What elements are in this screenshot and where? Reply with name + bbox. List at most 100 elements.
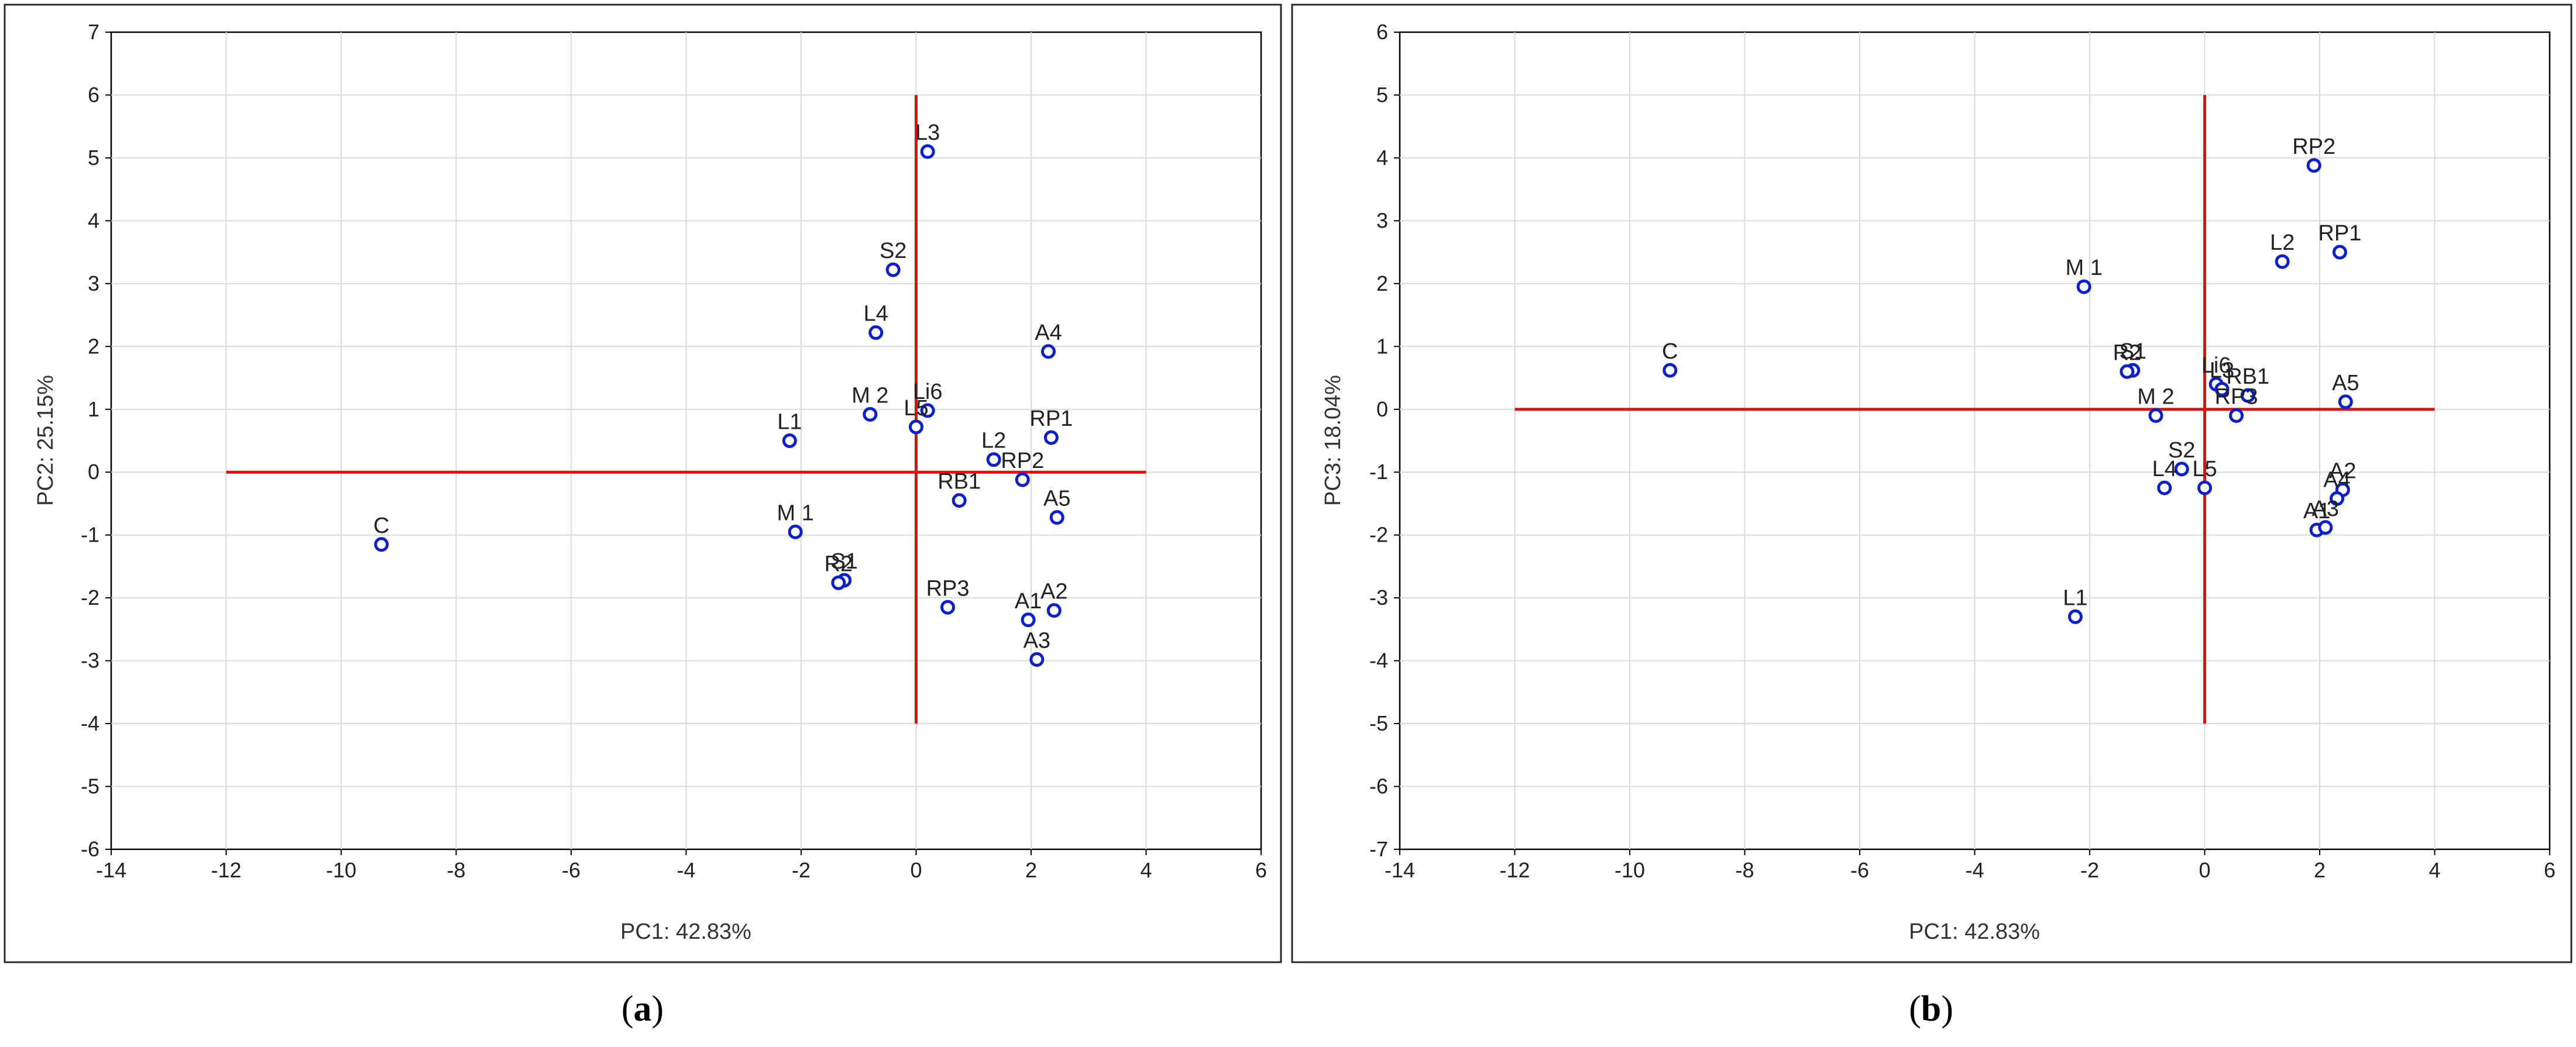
point-label-r2: R2 — [825, 552, 853, 576]
point-label-m2: M 2 — [2137, 385, 2174, 409]
panel-b-caption: (b) — [1909, 989, 1953, 1029]
panel-b-axis-ticks: -14 -12 -10 -8 -6 -4 -2 0 2 4 6-7-6-5-4-3-2-101234… — [1369, 20, 2556, 882]
panel-a-reference-lines — [226, 95, 1146, 724]
panel-a-x-axis-label: PC1: 42.83% — [620, 919, 751, 944]
y-tick-label: -3 — [1369, 586, 1388, 609]
panel-b-y-axis-label: PC3: 18.04% — [1321, 375, 1345, 506]
data-point-a5 — [1049, 510, 1064, 525]
data-point-l3 — [2214, 381, 2230, 397]
x-tick-label: -10 — [326, 858, 356, 882]
x-tick-label: -14 — [96, 858, 126, 882]
data-point-l1 — [782, 433, 797, 448]
y-tick-label: 4 — [88, 208, 99, 232]
data-point-rp3 — [940, 600, 956, 615]
data-point-rp1 — [2332, 244, 2347, 260]
y-tick-label: -2 — [81, 586, 99, 609]
y-tick-label: 6 — [1376, 20, 1388, 44]
panel-b-score-plot: -14 -12 -10 -8 -6 -4 -2 0 2 4 6-7-6-5-4-3-2-101234… — [1291, 4, 2572, 963]
point-label-rp3: RP3 — [926, 576, 970, 601]
point-label-r2: R2 — [2113, 340, 2142, 365]
point-label-a3: A3 — [2312, 497, 2339, 521]
x-tick-label: 4 — [1140, 858, 1152, 882]
y-tick-label: 1 — [1376, 334, 1388, 358]
y-tick-label: -4 — [81, 711, 99, 735]
data-point-l4 — [868, 325, 884, 340]
point-label-l1: L1 — [2063, 586, 2087, 610]
point-label-l3: L3 — [915, 120, 940, 145]
point-label-l5: L5 — [904, 396, 928, 421]
data-point-rb1 — [2240, 388, 2255, 403]
x-tick-label: -4 — [676, 858, 695, 882]
y-tick-label: 3 — [88, 271, 99, 295]
data-point-l3 — [920, 144, 935, 159]
y-tick-label: -7 — [1369, 837, 1388, 861]
point-label-l5: L5 — [2192, 457, 2217, 481]
data-point-r2 — [831, 575, 846, 590]
y-tick-label: -5 — [1369, 711, 1388, 735]
point-label-a4: A4 — [1035, 321, 1062, 345]
panel-a-caption-letter: a — [634, 989, 652, 1029]
y-tick-label: 0 — [88, 460, 99, 484]
data-point-l1 — [2067, 609, 2083, 624]
panel-a-axis-ticks: -14 -12 -10 -8 -6 -4 -2 0 2 4 6-6-5-4-3-2-10123456… — [81, 20, 1267, 882]
x-tick-label: -8 — [1735, 858, 1754, 882]
point-label-l4: L4 — [864, 302, 888, 326]
point-label-li6: Li6 — [913, 380, 943, 404]
panel-a-score-plot: -14 -12 -10 -8 -6 -4 -2 0 2 4 6-6-5-4-3-2-10123456… — [4, 4, 1282, 963]
y-tick-label: 2 — [1376, 271, 1388, 295]
point-label-a3: A3 — [1023, 628, 1050, 653]
panel-b-caption-letter: b — [1921, 989, 1941, 1029]
point-label-c: C — [1662, 339, 1678, 364]
y-tick-label: 6 — [88, 82, 99, 106]
point-label-rb1: RB1 — [2226, 364, 2269, 389]
point-label-l4: L4 — [2152, 457, 2177, 481]
point-label-l2: L2 — [981, 429, 1006, 453]
point-label-rb1: RB1 — [937, 470, 981, 494]
y-tick-label: -6 — [81, 837, 99, 861]
x-tick-label: -6 — [1850, 858, 1869, 882]
point-label-a1: A1 — [1015, 589, 1042, 614]
point-label-s2: S2 — [880, 239, 906, 263]
data-point-a4 — [1040, 344, 1056, 359]
x-tick-label: -8 — [446, 858, 465, 882]
x-tick-label: -6 — [562, 858, 581, 882]
point-label-rp1: RP1 — [1029, 407, 1073, 431]
x-tick-label: 6 — [2544, 858, 2556, 882]
point-label-l2: L2 — [2270, 230, 2295, 255]
data-point-r2 — [2120, 364, 2135, 379]
point-label-m1: M 1 — [777, 501, 813, 525]
point-label-rp3: RP3 — [2215, 385, 2258, 409]
y-tick-label: 0 — [1376, 397, 1388, 421]
data-point-c — [1663, 363, 1678, 378]
y-tick-label: 5 — [1376, 82, 1388, 106]
y-tick-label: 5 — [88, 146, 99, 170]
point-label-s1: S1 — [830, 549, 857, 574]
y-tick-label: -3 — [81, 649, 99, 673]
point-label-a4: A4 — [2323, 467, 2350, 492]
point-label-a5: A5 — [2332, 371, 2359, 395]
point-label-c: C — [373, 514, 389, 538]
y-tick-label: -1 — [81, 523, 99, 547]
point-label-s2: S2 — [2168, 438, 2195, 463]
data-point-l4 — [2157, 480, 2172, 495]
x-tick-label: -2 — [2080, 858, 2099, 882]
x-tick-label: -14 — [1385, 858, 1415, 882]
point-label-rp2: RP2 — [1001, 449, 1044, 473]
y-tick-label: 7 — [88, 20, 99, 44]
y-tick-label: -5 — [81, 774, 99, 798]
x-tick-label: 2 — [1025, 858, 1037, 882]
y-tick-label: -4 — [1369, 649, 1388, 673]
data-point-s2 — [885, 262, 901, 277]
data-point-a3 — [2318, 520, 2333, 535]
y-tick-label: 2 — [88, 334, 99, 358]
x-tick-label: 2 — [2314, 858, 2326, 882]
data-point-a1 — [1021, 612, 1036, 628]
data-point-m1 — [788, 524, 803, 539]
y-tick-label: -2 — [1369, 523, 1388, 547]
x-tick-label: -4 — [1965, 858, 1984, 882]
point-label-l1: L1 — [777, 410, 802, 435]
data-point-rp1 — [1043, 430, 1059, 445]
y-tick-label: 3 — [1376, 208, 1388, 232]
panel-b-gridlines — [1400, 32, 2550, 849]
